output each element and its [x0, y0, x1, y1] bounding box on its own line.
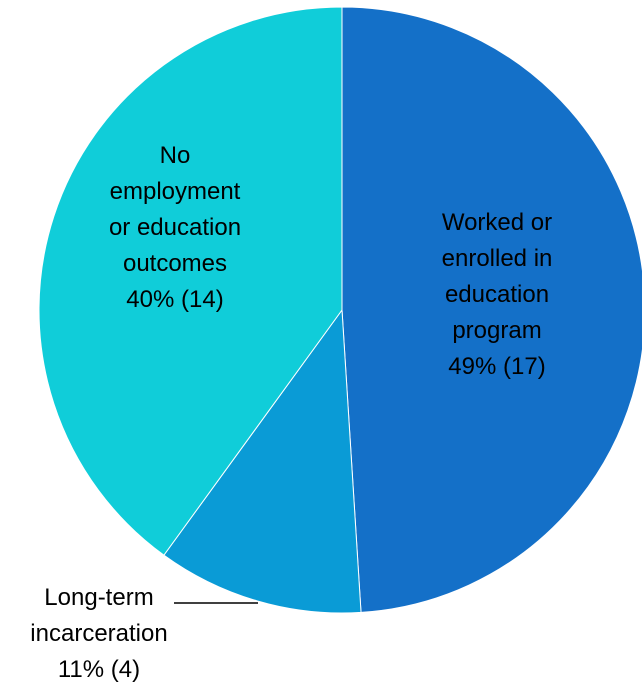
- slice-label-line: or education: [109, 214, 241, 241]
- pie-labels: Worked or enrolled in education program 49% …: [30, 142, 552, 683]
- slice-label-line: No: [160, 142, 191, 169]
- slice-label-line: enrolled in: [442, 245, 553, 272]
- slice-label-line: Worked or: [442, 209, 552, 236]
- slice-label-line: 11% (4): [58, 656, 140, 683]
- slice-label-line: 40% (14): [126, 286, 223, 313]
- slice-label-line: 49% (17): [448, 353, 545, 380]
- pie-slice-long-term-incarceration: [163, 308, 362, 614]
- pie-slices: [38, 6, 642, 614]
- slice-label-worked-or-enrolled: Worked or enrolled in education program 49% …: [442, 209, 553, 380]
- slice-label-line: incarceration: [30, 620, 167, 647]
- pie-slice-no-outcomes: [38, 6, 343, 556]
- slice-label-line: program: [452, 317, 541, 344]
- pie-slice-worked-or-enrolled: [341, 6, 642, 613]
- slice-label-line: employment: [110, 178, 241, 205]
- slice-label-line: education: [445, 281, 549, 308]
- slice-label-long-term-incarceration: Long-term incarceration 11% (4): [30, 584, 167, 683]
- slice-label-no-outcomes: No employment or education outcomes 40% (14): [109, 142, 241, 313]
- slice-label-line: outcomes: [123, 250, 227, 277]
- slice-label-line: Long-term: [44, 584, 153, 611]
